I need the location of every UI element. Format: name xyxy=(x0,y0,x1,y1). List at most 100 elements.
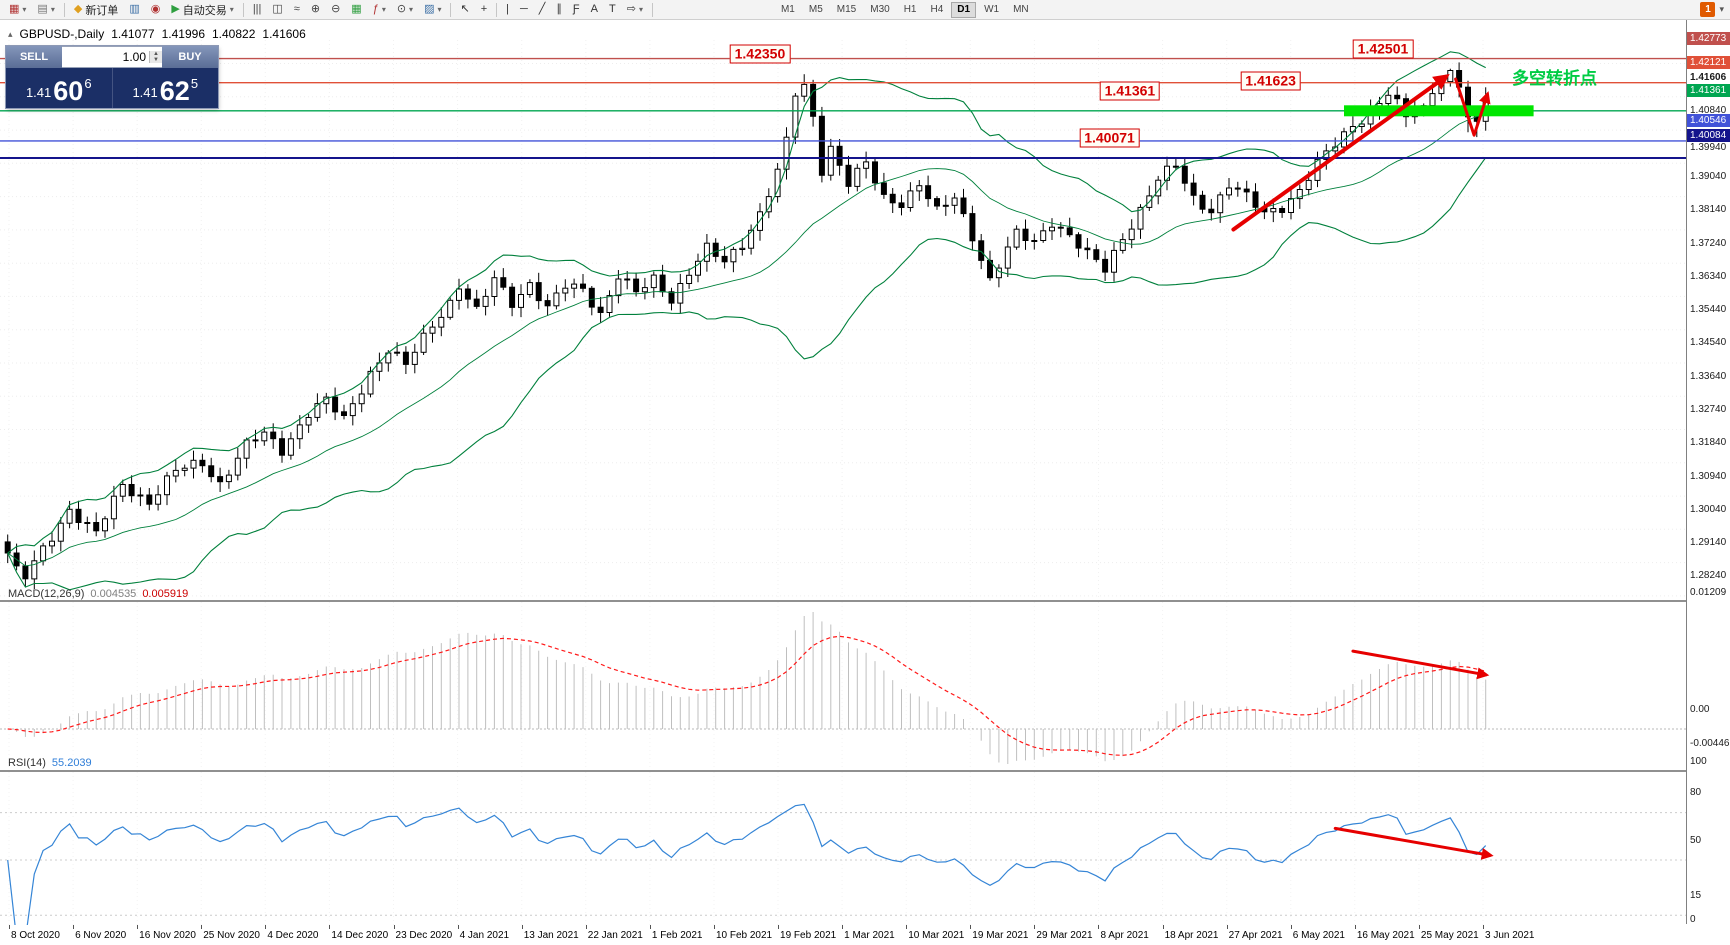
time-axis-label: 16 May 2021 xyxy=(1356,930,1415,941)
macd-main-value: 0.004535 xyxy=(90,588,137,600)
indicators-icon: ƒ xyxy=(372,3,379,15)
rsi-panel[interactable] xyxy=(0,772,1686,944)
candlestick-chart-button[interactable]: ◫ xyxy=(267,1,287,19)
panel-splitter[interactable] xyxy=(0,770,1686,772)
horizontal-level-lines xyxy=(0,57,1686,159)
bar-chart-button[interactable]: ||| xyxy=(248,1,267,19)
arrows-list-button[interactable]: ⇨ ▾ xyxy=(622,1,648,19)
buy-button[interactable]: BUY xyxy=(162,46,218,68)
time-tick xyxy=(585,925,587,929)
buy-price-major: 1.41 xyxy=(132,85,158,100)
trend-arrow xyxy=(1231,73,1450,232)
templates-icon: ▨ xyxy=(424,3,435,15)
time-axis-label: 23 Dec 2020 xyxy=(395,930,453,941)
market-watch-button[interactable]: ▥ xyxy=(124,1,144,19)
arrows-list-dropdown-icon[interactable]: ▾ xyxy=(638,5,643,14)
toolbar-separator xyxy=(496,2,498,17)
time-axis-label: 16 Nov 2020 xyxy=(139,930,196,941)
zoom-out-button[interactable]: ⊖ xyxy=(326,1,345,19)
timeframe-m1-button[interactable]: M1 xyxy=(780,4,795,15)
fibonacci-button[interactable]: Ƒ xyxy=(568,1,585,19)
time-axis-label: 19 Feb 2021 xyxy=(780,930,837,941)
indicators-button[interactable]: ƒ ▾ xyxy=(368,1,391,19)
new-order-button[interactable]: ◆ 新订单 xyxy=(69,1,123,19)
crosshair-button[interactable]: + xyxy=(476,1,492,19)
timeframe-m15-button[interactable]: M15 xyxy=(836,4,857,15)
new-chart-dropdown-icon[interactable]: ▾ xyxy=(22,5,27,14)
price-scale-label: 1.34540 xyxy=(1690,337,1727,348)
sell-button[interactable]: SELL xyxy=(6,46,62,68)
panel-splitter[interactable] xyxy=(0,600,1686,602)
price-scale-label: -0.00446 xyxy=(1690,738,1730,749)
time-axis-label: 4 Jan 2021 xyxy=(459,930,510,941)
new-order-icon: ◆ xyxy=(73,3,83,15)
rsi-name: RSI(14) xyxy=(8,757,46,769)
tile-windows-icon: ▦ xyxy=(351,3,362,15)
profiles-button[interactable]: ▤ ▾ xyxy=(32,1,59,19)
toolbar-overflow-icon[interactable]: ▾ xyxy=(1719,4,1724,14)
sell-price[interactable]: 1.41 60 6 xyxy=(6,68,112,108)
autotrading-button[interactable]: ▶ 自动交易 ▾ xyxy=(166,1,238,19)
price-scale[interactable]: 1.42773 1.42121 1.41606 1.41361 1.40840 1.405… xyxy=(1686,20,1730,925)
time-axis-label: 1 Mar 2021 xyxy=(844,930,895,941)
profiles-dropdown-icon[interactable]: ▾ xyxy=(50,5,55,14)
volume-up-button[interactable]: ▲ xyxy=(150,51,162,57)
price-scale-label: 1.29140 xyxy=(1690,537,1727,548)
horizontal-line-icon: ─ xyxy=(520,3,528,15)
timeframe-h1-button[interactable]: H1 xyxy=(903,4,917,15)
toolbar-separator xyxy=(651,2,653,17)
volume-down-button[interactable]: ▼ xyxy=(150,57,162,63)
sell-price-major: 1.41 xyxy=(25,85,52,100)
price-scale-label: 1.37240 xyxy=(1690,238,1727,249)
timeframe-h4-button[interactable]: H4 xyxy=(930,4,944,15)
timeframe-w1-button[interactable]: W1 xyxy=(984,4,1000,15)
text-button[interactable]: A xyxy=(586,1,603,19)
time-tick xyxy=(778,925,780,929)
price-scale-label: 1.32740 xyxy=(1690,404,1727,415)
macd-panel[interactable] xyxy=(0,602,1686,770)
collapse-panel-icon[interactable]: ▴ xyxy=(8,28,13,39)
templates-button[interactable]: ▨ ▾ xyxy=(419,1,446,19)
buy-price[interactable]: 1.41 62 5 xyxy=(113,68,219,108)
vertical-line-button[interactable]: | xyxy=(501,1,514,19)
cursor-icon: ↖ xyxy=(460,3,470,15)
indicators-dropdown-icon[interactable]: ▾ xyxy=(381,5,386,14)
periods-dropdown-icon[interactable]: ▾ xyxy=(409,5,414,14)
timeframe-m5-button[interactable]: M5 xyxy=(808,4,823,15)
zoom-in-button[interactable]: ⊕ xyxy=(306,1,325,19)
time-axis[interactable]: 8 Oct 2020 6 Nov 2020 16 Nov 2020 25 Nov 20… xyxy=(0,925,1730,945)
trendline-button[interactable]: ╱ xyxy=(534,1,551,19)
volume-value[interactable]: 1.00 xyxy=(122,50,146,64)
price-scale-label: 1.40840 xyxy=(1690,105,1727,116)
bar-chart-icon: ||| xyxy=(252,3,262,15)
price-chart-panel[interactable] xyxy=(0,40,1686,600)
templates-dropdown-icon[interactable]: ▾ xyxy=(437,5,442,14)
timeframe-m30-button[interactable]: M30 xyxy=(870,4,890,15)
time-axis-label: 13 Jan 2021 xyxy=(523,930,579,941)
chart-window[interactable] xyxy=(0,20,1730,945)
alerts-button[interactable]: ◉ xyxy=(146,1,166,19)
horizontal-line-button[interactable]: ─ xyxy=(515,1,533,19)
zoom-out-icon: ⊖ xyxy=(331,3,341,15)
text-label-icon: T xyxy=(609,3,616,15)
time-tick xyxy=(1098,925,1100,929)
equidistant-channel-button[interactable]: ∥ xyxy=(551,1,567,19)
autotrading-dropdown-icon[interactable]: ▾ xyxy=(229,5,234,14)
new-chart-button[interactable]: ▦ ▾ xyxy=(4,1,31,19)
cursor-button[interactable]: ↖ xyxy=(455,1,474,19)
notification-badge[interactable]: 1 xyxy=(1700,2,1716,17)
timeframe-mn-button[interactable]: MN xyxy=(1013,4,1029,15)
time-axis-label: 6 Nov 2020 xyxy=(75,930,127,941)
text-label-button[interactable]: T xyxy=(604,1,621,19)
volume-field[interactable]: 1.00 ▲ ▼ xyxy=(62,46,162,68)
periods-button[interactable]: ⊙ ▾ xyxy=(392,1,418,19)
timeframe-d1-button[interactable]: D1 xyxy=(951,1,977,18)
price-scale-label: 1.41361 xyxy=(1687,84,1730,97)
macd-signal-value: 0.005919 xyxy=(142,588,189,600)
line-chart-button[interactable]: ≈ xyxy=(289,1,305,19)
profiles-icon: ▤ xyxy=(37,3,48,15)
one-click-trading-widget: SELL 1.00 ▲ ▼ BUY 1.41 60 6 1.41 62 5 xyxy=(6,46,218,108)
tile-windows-button[interactable]: ▦ xyxy=(346,1,366,19)
time-tick xyxy=(1034,925,1036,929)
line-chart-icon: ≈ xyxy=(293,3,300,15)
